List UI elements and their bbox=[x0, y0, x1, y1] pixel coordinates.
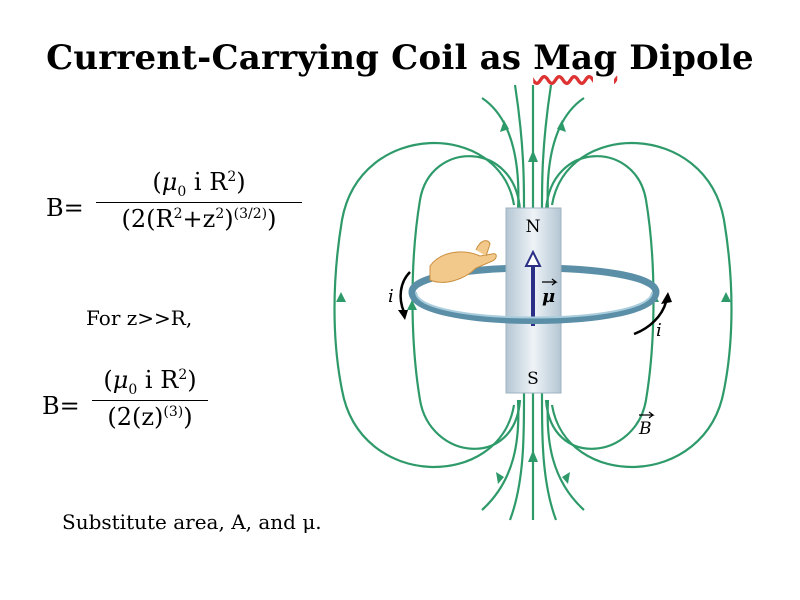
vector-arrow-icon bbox=[542, 278, 558, 286]
field-line-open-tr bbox=[546, 97, 585, 211]
equation-lhs: B= bbox=[46, 194, 84, 222]
current-arrow-left bbox=[399, 271, 411, 313]
arrow-icon bbox=[336, 292, 346, 302]
hand-icon bbox=[429, 240, 497, 283]
magnet-north-label: N bbox=[526, 217, 541, 237]
current-arrowhead-left-icon bbox=[398, 310, 408, 320]
field-lines bbox=[333, 84, 733, 521]
slide-title: Current-Carrying Coil as Mag Dipole bbox=[0, 38, 800, 78]
equation-fraction: (μ0 i R2) (2(R2+z2)(3/2)) bbox=[96, 168, 302, 233]
arrow-icon bbox=[407, 300, 417, 310]
arrow-icon bbox=[557, 120, 566, 132]
fraction-bar bbox=[96, 201, 302, 203]
current-arrow-right bbox=[633, 301, 668, 336]
title-squiggle-word: Mag bbox=[533, 38, 618, 78]
field-line-open-bl bbox=[481, 399, 520, 511]
title-end: Dipole bbox=[617, 38, 754, 78]
equation-denominator: (2(z)(3)) bbox=[107, 402, 193, 431]
arrow-icon bbox=[528, 150, 538, 162]
arrow-icon bbox=[528, 450, 538, 462]
arrow-icon bbox=[721, 292, 731, 302]
title-main: Current-Carrying Coil as bbox=[46, 38, 534, 78]
current-arrowhead-right-icon bbox=[661, 292, 672, 304]
arrow-icon bbox=[500, 120, 509, 132]
current-label-left: i bbox=[388, 286, 394, 307]
field-line-loop-r1 bbox=[544, 155, 655, 450]
arrow-icon bbox=[562, 472, 570, 484]
moment-label: μ bbox=[542, 286, 555, 307]
vector-arrow-icon bbox=[639, 411, 655, 419]
coil-front bbox=[408, 290, 660, 324]
equation-numerator: (μ0 i R2) bbox=[103, 366, 197, 398]
field-line-open-tl bbox=[481, 97, 520, 211]
arrow-icon bbox=[496, 472, 504, 484]
field-line-loop-l2 bbox=[333, 141, 516, 469]
field-line-open-br bbox=[546, 399, 585, 511]
field-label: B bbox=[638, 419, 652, 439]
moment-arrowhead-icon bbox=[524, 249, 542, 267]
coil-front-highlight bbox=[415, 291, 653, 319]
condition-text: For z>>R, bbox=[86, 306, 193, 330]
equation-full: B= (μ0 i R2) (2(R2+z2)(3/2)) bbox=[46, 168, 316, 258]
magnet-south-label: S bbox=[527, 369, 539, 389]
field-line-loop-r2 bbox=[550, 141, 733, 469]
field-line-loop-l1 bbox=[411, 155, 522, 450]
dipole-figure: N S μ i i B bbox=[333, 84, 733, 521]
equation-denominator: (2(R2+z2)(3/2)) bbox=[121, 204, 277, 233]
equation-fraction: (μ0 i R2) (2(z)(3)) bbox=[92, 366, 208, 431]
fraction-bar bbox=[92, 399, 208, 401]
equation-numerator: (μ0 i R2) bbox=[152, 168, 246, 200]
equation-far-field: B= (μ0 i R2) (2(z)(3)) bbox=[42, 366, 242, 456]
current-label-right: i bbox=[656, 320, 662, 341]
footer-note: Substitute area, A, and μ. bbox=[62, 510, 322, 534]
equation-lhs: B= bbox=[42, 392, 80, 420]
